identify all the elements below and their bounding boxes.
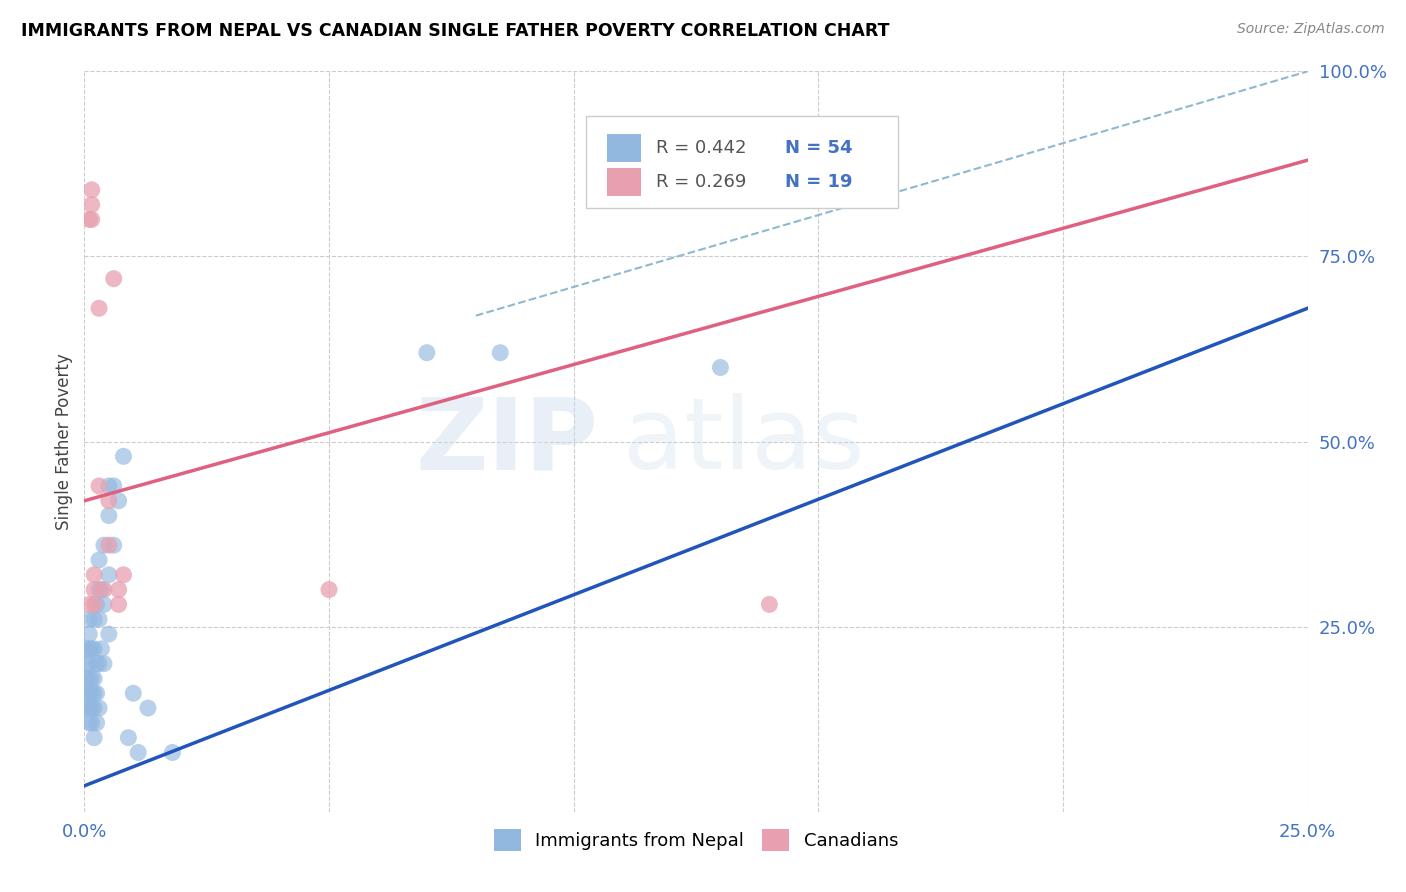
- FancyBboxPatch shape: [586, 116, 898, 209]
- Point: [77, 686, 100, 700]
- Point: [86, 598, 108, 612]
- Text: Source: ZipAtlas.com: Source: ZipAtlas.com: [1237, 22, 1385, 37]
- Point: [87, 553, 110, 567]
- Text: IMMIGRANTS FROM NEPAL VS CANADIAN SINGLE FATHER POVERTY CORRELATION CHART: IMMIGRANTS FROM NEPAL VS CANADIAN SINGLE…: [21, 22, 890, 40]
- Point: [97, 493, 120, 508]
- Point: [83, 701, 105, 715]
- Point: [107, 582, 129, 597]
- Point: [77, 672, 100, 686]
- Point: [87, 701, 110, 715]
- Point: [103, 479, 125, 493]
- Point: [76, 686, 98, 700]
- Point: [80, 686, 103, 700]
- Point: [77, 701, 100, 715]
- FancyBboxPatch shape: [606, 168, 641, 195]
- Point: [86, 715, 108, 730]
- Point: [87, 301, 110, 316]
- Point: [80, 672, 103, 686]
- Point: [112, 567, 135, 582]
- Point: [107, 598, 129, 612]
- Point: [87, 612, 110, 626]
- Point: [87, 582, 110, 597]
- Point: [93, 598, 115, 612]
- Point: [93, 538, 115, 552]
- Point: [76, 657, 98, 671]
- Point: [77, 612, 100, 626]
- FancyBboxPatch shape: [606, 134, 641, 161]
- Point: [97, 567, 120, 582]
- Point: [77, 627, 100, 641]
- Point: [489, 345, 512, 359]
- Text: R = 0.442: R = 0.442: [655, 138, 747, 157]
- Point: [87, 657, 110, 671]
- Point: [97, 479, 120, 493]
- Point: [83, 598, 105, 612]
- Point: [97, 508, 120, 523]
- Text: ZIP: ZIP: [415, 393, 598, 490]
- Point: [136, 701, 159, 715]
- Point: [90, 582, 112, 597]
- Point: [112, 450, 135, 464]
- Point: [80, 701, 103, 715]
- Y-axis label: Single Father Poverty: Single Father Poverty: [55, 353, 73, 530]
- Text: N = 54: N = 54: [786, 138, 853, 157]
- Point: [103, 538, 125, 552]
- Point: [83, 641, 105, 656]
- Text: atlas: atlas: [623, 393, 865, 490]
- Point: [86, 686, 108, 700]
- Point: [77, 715, 100, 730]
- Point: [80, 197, 103, 211]
- Point: [80, 183, 103, 197]
- Point: [709, 360, 731, 375]
- Point: [93, 657, 115, 671]
- Text: R = 0.269: R = 0.269: [655, 173, 747, 191]
- Legend: Immigrants from Nepal, Canadians: Immigrants from Nepal, Canadians: [486, 822, 905, 858]
- Point: [83, 672, 105, 686]
- Point: [77, 212, 100, 227]
- Point: [83, 731, 105, 745]
- Point: [127, 746, 149, 760]
- Point: [86, 657, 108, 671]
- Point: [97, 538, 120, 552]
- Point: [80, 715, 103, 730]
- Point: [90, 641, 112, 656]
- Point: [76, 641, 98, 656]
- Point: [76, 672, 98, 686]
- Text: N = 19: N = 19: [786, 173, 853, 191]
- Point: [87, 479, 110, 493]
- Point: [83, 582, 105, 597]
- Point: [103, 271, 125, 285]
- Point: [758, 598, 780, 612]
- Point: [83, 686, 105, 700]
- Point: [162, 746, 184, 760]
- Point: [77, 641, 100, 656]
- Point: [83, 612, 105, 626]
- Point: [318, 582, 340, 597]
- Point: [77, 657, 100, 671]
- Point: [80, 641, 103, 656]
- Point: [117, 731, 139, 745]
- Point: [107, 493, 129, 508]
- Point: [97, 627, 120, 641]
- Point: [76, 701, 98, 715]
- Point: [416, 345, 439, 359]
- Point: [122, 686, 145, 700]
- Point: [93, 582, 115, 597]
- Point: [77, 598, 100, 612]
- Point: [80, 212, 103, 227]
- Point: [83, 567, 105, 582]
